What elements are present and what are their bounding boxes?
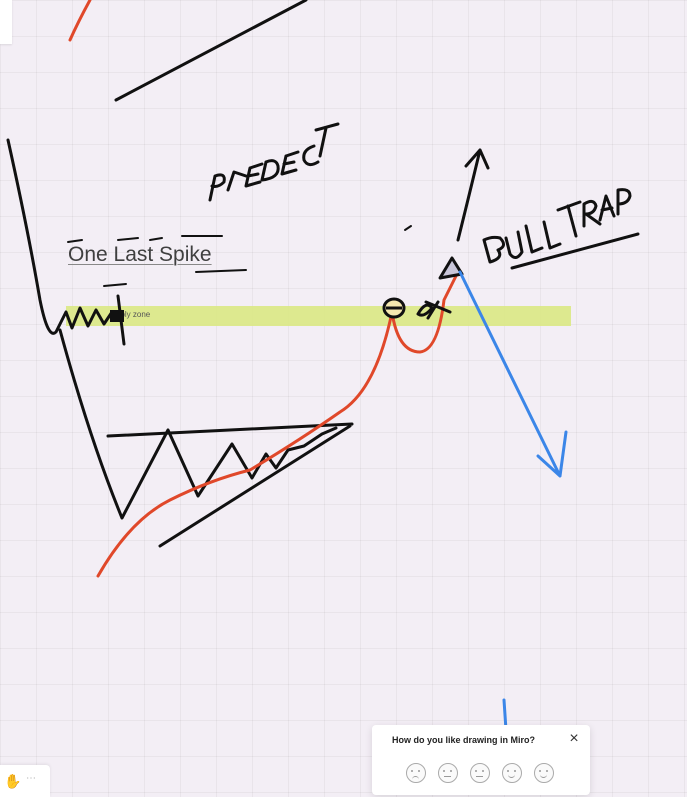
predect-handwriting [208, 122, 340, 202]
small-tick [404, 225, 412, 231]
cross-mark-box [110, 310, 124, 322]
price-curve-orange [96, 274, 458, 578]
very-bad-face-icon[interactable] [406, 763, 426, 783]
bull-trap-handwriting [482, 188, 640, 270]
triangle-bottom-line [158, 424, 352, 548]
bad-face-icon[interactable] [438, 763, 458, 783]
supply-zone-label: pply zone [116, 310, 151, 319]
peak-triangle [438, 256, 464, 280]
zone-x-marker [416, 300, 452, 320]
up-arrow [456, 148, 490, 242]
top-orange-stroke [68, 0, 92, 42]
top-black-stroke [114, 0, 308, 102]
triangle-top-line [106, 422, 354, 438]
neutral-face-icon[interactable] [470, 763, 490, 783]
price-action-black-line [6, 138, 338, 520]
hand-icon[interactable]: ✋ [4, 773, 22, 789]
close-icon[interactable]: × [569, 730, 579, 747]
good-face-icon[interactable] [502, 763, 522, 783]
corner-panel-tab[interactable] [0, 0, 12, 44]
one-last-spike-label[interactable]: One Last Spike [68, 243, 212, 266]
rating-row [406, 763, 554, 783]
feedback-question: How do you like drawing in Miro? [392, 735, 536, 745]
label-underline-dashes [67, 235, 247, 287]
very-good-face-icon[interactable] [534, 763, 554, 783]
down-arrow-blue [458, 270, 568, 478]
feedback-popup: How do you like drawing in Miro? × [372, 725, 590, 795]
more-icon[interactable]: ⋯ [26, 773, 36, 784]
bottom-toolbar: ✋ ⋯ [0, 765, 50, 797]
